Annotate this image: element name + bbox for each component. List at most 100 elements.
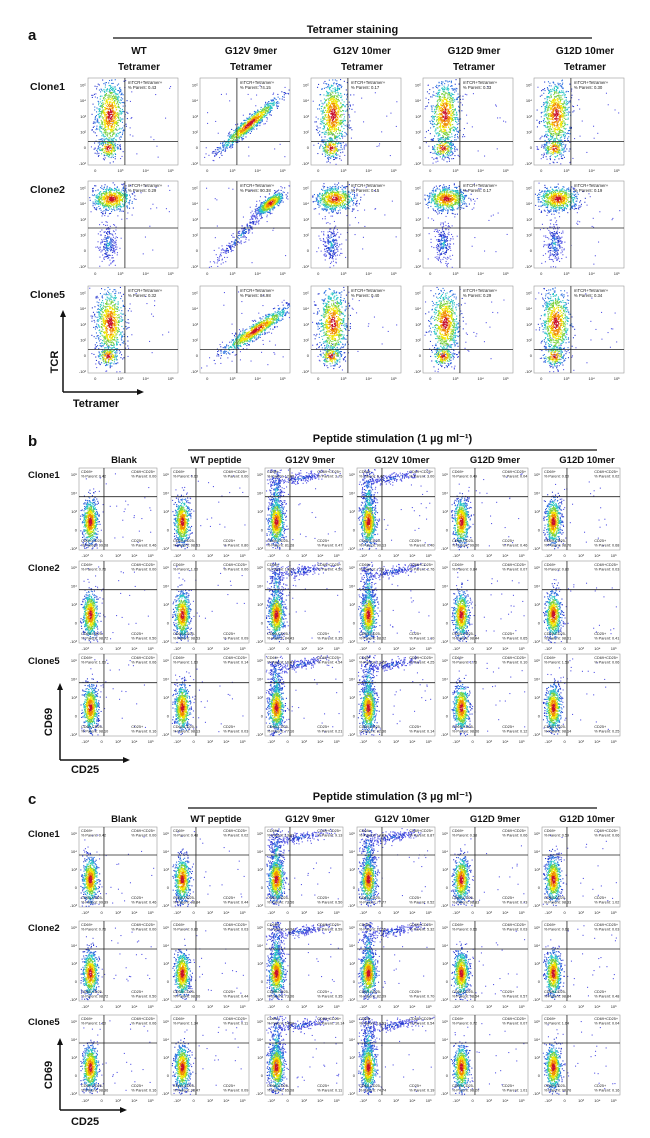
- event-dot: [110, 123, 111, 124]
- event-dot: [239, 137, 240, 138]
- event-dot: [330, 87, 331, 88]
- event-dot: [336, 139, 337, 140]
- event-dot: [331, 94, 332, 95]
- event-dot: [428, 85, 429, 86]
- event-dot: [324, 123, 325, 124]
- event-dot: [242, 136, 243, 137]
- event-dot: [361, 98, 362, 99]
- event-dot: [131, 118, 132, 119]
- event-dot: [136, 153, 137, 154]
- event-dot: [333, 101, 334, 102]
- event-dot: [341, 160, 342, 161]
- event-dot: [338, 127, 339, 128]
- event-dot: [445, 157, 446, 158]
- event-dot: [333, 133, 334, 134]
- event-dot: [428, 146, 429, 147]
- event-dot: [231, 146, 232, 147]
- event-dot: [425, 108, 426, 109]
- event-dot: [335, 118, 336, 119]
- event-dot: [122, 109, 123, 110]
- event-dot: [333, 123, 334, 124]
- event-dot: [336, 126, 337, 127]
- event-dot: [243, 115, 244, 116]
- event-dot: [340, 79, 341, 80]
- event-dot: [274, 148, 275, 149]
- event-dot: [457, 114, 458, 115]
- event-dot: [117, 101, 118, 102]
- event-dot: [231, 134, 232, 135]
- event-dot: [344, 106, 345, 107]
- event-dot: [117, 147, 118, 148]
- event-dot: [323, 83, 324, 84]
- event-dot: [100, 99, 101, 100]
- event-dot: [226, 144, 227, 145]
- event-dot: [107, 139, 108, 140]
- event-dot: [325, 156, 326, 157]
- event-dot: [466, 94, 467, 95]
- event-dot: [249, 128, 250, 129]
- event-dot: [107, 133, 108, 134]
- event-dot: [332, 129, 333, 130]
- event-dot: [379, 143, 380, 144]
- event-dot: [97, 120, 98, 121]
- event-dot: [261, 113, 262, 114]
- event-dot: [116, 110, 117, 111]
- event-dot: [110, 106, 111, 107]
- event-dot: [484, 156, 485, 157]
- event-dot: [444, 83, 445, 84]
- event-dot: [108, 151, 109, 152]
- event-dot: [324, 134, 325, 135]
- event-dot: [440, 99, 441, 100]
- event-dot: [438, 116, 439, 117]
- event-dot: [258, 111, 259, 112]
- event-dot: [169, 88, 170, 89]
- event-dot: [106, 93, 107, 94]
- event-dot: [101, 103, 102, 104]
- event-dot: [334, 134, 335, 135]
- event-dot: [111, 87, 112, 88]
- event-dot: [107, 144, 108, 145]
- event-dot: [448, 136, 449, 137]
- event-dot: [126, 112, 127, 113]
- event-dot: [445, 132, 446, 133]
- event-dot: [115, 153, 116, 154]
- event-dot: [153, 139, 154, 140]
- event-dot: [269, 112, 270, 113]
- event-dot: [434, 146, 435, 147]
- event-dot: [96, 129, 97, 130]
- event-dot: [322, 103, 323, 104]
- event-dot: [220, 143, 221, 144]
- event-dot: [326, 87, 327, 88]
- event-dot: [426, 98, 427, 99]
- event-dot: [427, 106, 428, 107]
- event-dot: [497, 148, 498, 149]
- event-dot: [101, 112, 102, 113]
- event-dot: [336, 128, 337, 129]
- event-dot: [454, 146, 455, 147]
- event-dot: [433, 121, 434, 122]
- event-dot: [332, 144, 333, 145]
- y-tick-label: 10³: [80, 114, 86, 119]
- event-dot: [342, 104, 343, 105]
- event-dot: [115, 93, 116, 94]
- event-dot: [111, 121, 112, 122]
- event-dot: [250, 116, 251, 117]
- event-dot: [270, 111, 271, 112]
- event-dot: [340, 103, 341, 104]
- event-dot: [93, 123, 94, 124]
- event-dot: [448, 147, 449, 148]
- event-dot: [440, 143, 441, 144]
- event-dot: [430, 123, 431, 124]
- event-dot: [436, 85, 437, 86]
- event-dot: [450, 142, 451, 143]
- event-dot: [443, 91, 444, 92]
- event-dot: [331, 129, 332, 130]
- event-dot: [105, 82, 106, 83]
- event-dot: [155, 94, 156, 95]
- event-dot: [334, 114, 335, 115]
- event-dot: [343, 142, 344, 143]
- event-dot: [449, 99, 450, 100]
- event-dot: [318, 132, 319, 133]
- event-dot: [341, 135, 342, 136]
- gate-value: % Parent: 0.17: [351, 85, 380, 90]
